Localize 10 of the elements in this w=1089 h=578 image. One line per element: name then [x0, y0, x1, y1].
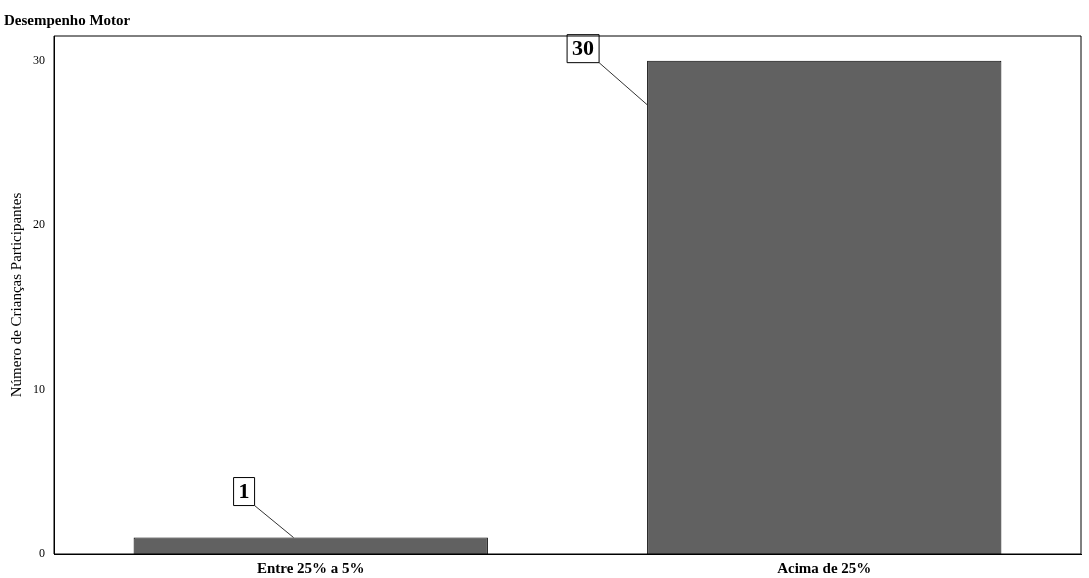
y-tick-label: 0 [39, 546, 45, 561]
data-label: 30 [572, 35, 595, 61]
y-tick-label: 30 [33, 52, 45, 67]
chart-title: Desempenho Motor [4, 11, 131, 28]
y-tick-label: 10 [33, 381, 45, 396]
x-tick-label: Acima de 25% [777, 559, 872, 576]
x-tick-label: Entre 25% a 5% [256, 559, 365, 576]
y-tick-label: 20 [33, 217, 45, 232]
y-axis-title: Número de Crianças Participantes [7, 192, 24, 398]
data-label: 1 [238, 478, 250, 504]
